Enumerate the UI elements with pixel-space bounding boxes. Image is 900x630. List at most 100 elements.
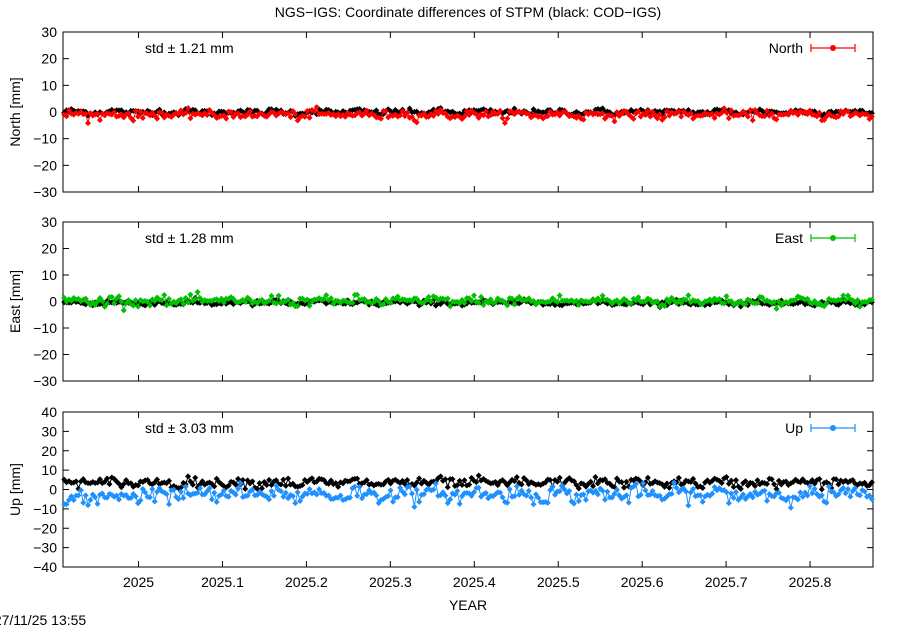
x-axis-label: YEAR: [449, 597, 487, 613]
data-point: [204, 112, 211, 119]
data-point: [182, 483, 189, 490]
data-point: [544, 499, 551, 506]
data-point: [292, 500, 299, 507]
data-point: [506, 486, 513, 493]
data-point: [721, 300, 728, 307]
y-tick-label: 10: [41, 77, 57, 93]
data-point: [844, 108, 851, 115]
data-point: [120, 307, 127, 314]
data-point: [170, 486, 177, 493]
data-point: [442, 492, 449, 499]
y-tick-label: 20: [41, 241, 57, 257]
data-point: [561, 486, 568, 493]
data-point: [378, 115, 385, 122]
data-point: [752, 482, 759, 489]
data-point: [235, 475, 242, 482]
data-point: [375, 298, 382, 305]
data-point: [232, 491, 239, 498]
data-point: [354, 475, 361, 482]
data-point: [96, 476, 103, 483]
data-point: [409, 113, 416, 120]
data-point: [718, 479, 725, 486]
data-point: [404, 109, 411, 116]
data-point: [299, 481, 306, 488]
data-point: [725, 115, 732, 122]
data-point: [833, 476, 840, 483]
data-point: [516, 491, 523, 498]
data-point: [842, 490, 849, 497]
data-point: [747, 106, 754, 113]
data-point: [75, 492, 82, 499]
data-point: [185, 105, 192, 112]
data-point: [573, 297, 580, 304]
data-point: [835, 481, 842, 488]
data-point: [547, 476, 554, 483]
data-point: [668, 490, 675, 497]
x-tick-label: 2025.2: [285, 574, 328, 590]
data-point: [835, 491, 842, 498]
data-point: [211, 489, 218, 496]
data-point: [397, 484, 404, 491]
data-point: [82, 110, 89, 117]
data-point: [654, 115, 661, 122]
legend-marker: [830, 45, 836, 51]
data-point: [132, 297, 139, 304]
data-point: [711, 114, 718, 121]
data-point: [728, 490, 735, 497]
data-point: [413, 479, 420, 486]
y-tick-label: −30: [33, 540, 57, 556]
data-point: [754, 300, 761, 307]
data-point: [154, 476, 161, 483]
data-point: [435, 110, 442, 117]
data-point: [158, 109, 165, 116]
data-point: [306, 114, 313, 121]
data-point: [549, 483, 556, 490]
data-point: [404, 477, 411, 484]
data-point: [196, 485, 203, 492]
data-point: [635, 294, 642, 301]
data-point: [70, 497, 77, 504]
data-point: [177, 488, 184, 495]
data-point: [535, 494, 542, 501]
data-point: [342, 113, 349, 120]
data-point: [856, 303, 863, 310]
data-point: [825, 483, 832, 490]
data-point: [294, 303, 301, 310]
data-point: [268, 488, 275, 495]
data-point: [80, 499, 87, 506]
data-point: [580, 491, 587, 498]
data-point: [182, 295, 189, 302]
data-point: [285, 475, 292, 482]
data-point: [625, 499, 632, 506]
data-point: [628, 300, 635, 307]
data-point: [835, 113, 842, 120]
data-point: [304, 107, 311, 114]
data-point: [166, 295, 173, 302]
data-point: [406, 483, 413, 490]
data-point: [96, 117, 103, 124]
data-point: [149, 486, 156, 493]
y-tick-label: −40: [33, 559, 57, 575]
data-point: [385, 493, 392, 500]
x-tick-label: 2025.5: [537, 574, 580, 590]
x-tick-label: 2025: [123, 574, 154, 590]
data-point: [242, 299, 249, 306]
data-point: [478, 293, 485, 300]
data-point: [649, 487, 656, 494]
std-annotation: std ± 1.21 mm: [145, 40, 234, 56]
y-tick-label: 30: [41, 214, 57, 230]
data-point: [785, 111, 792, 118]
data-point: [763, 497, 770, 504]
data-point: [513, 474, 520, 481]
data-point: [861, 488, 868, 495]
data-point: [475, 484, 482, 491]
data-point: [220, 487, 227, 494]
data-point: [656, 111, 663, 118]
data-point: [416, 498, 423, 505]
data-point: [65, 106, 72, 113]
x-tick-label: 2025.3: [369, 574, 412, 590]
data-point: [139, 114, 146, 121]
data-point: [604, 488, 611, 495]
data-point: [118, 298, 125, 305]
data-point: [868, 110, 875, 117]
